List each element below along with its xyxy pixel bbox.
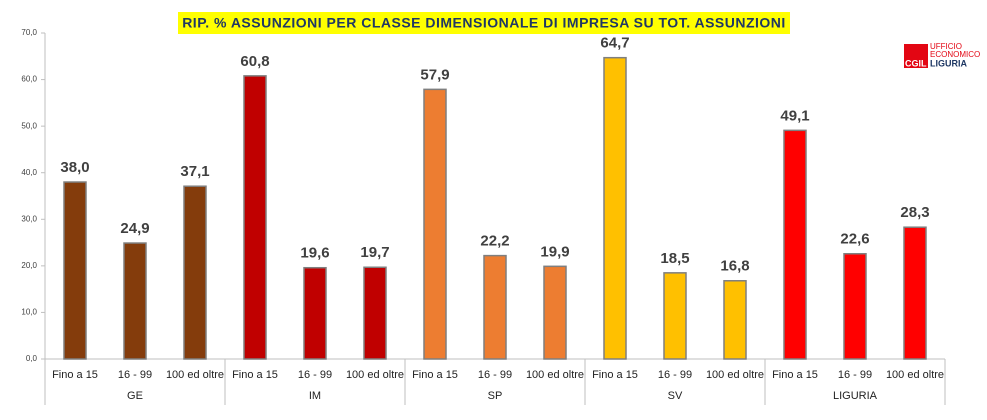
x-tick-label: Fino a 15 xyxy=(232,369,278,381)
x-tick-label: Fino a 15 xyxy=(412,369,458,381)
logo: UFFICIO ECONOMICO CGIL LIGURIA xyxy=(904,42,980,68)
data-label: 24,9 xyxy=(120,220,149,237)
x-tick-label: 100 ed oltre xyxy=(886,369,944,381)
data-label: 57,9 xyxy=(420,66,449,83)
logo-text: UFFICIO xyxy=(930,42,962,51)
data-label: 22,6 xyxy=(840,231,869,248)
bar xyxy=(303,266,327,360)
group-label: SV xyxy=(668,390,683,402)
x-tick-label: 100 ed oltre xyxy=(526,369,584,381)
bar xyxy=(783,129,807,360)
logo-text: LIGURIA xyxy=(930,58,967,68)
x-tick-label: 100 ed oltre xyxy=(706,369,764,381)
data-label: 28,3 xyxy=(900,204,929,221)
y-tick-label: 60,0 xyxy=(21,75,37,84)
logo-mark xyxy=(904,44,928,68)
logo-text: CGIL xyxy=(905,58,927,68)
bar xyxy=(663,272,687,360)
x-tick-label: 100 ed oltre xyxy=(346,369,404,381)
data-label: 19,9 xyxy=(540,243,569,260)
bar xyxy=(903,226,927,360)
bar xyxy=(723,280,747,360)
y-tick-label: 0,0 xyxy=(26,354,38,363)
bar xyxy=(243,75,267,360)
bar xyxy=(363,266,387,360)
data-label: 22,2 xyxy=(480,233,509,250)
data-label: 19,6 xyxy=(300,245,329,262)
x-tick-label: 16 - 99 xyxy=(478,369,512,381)
data-label: 16,8 xyxy=(720,258,749,275)
bar xyxy=(843,252,867,360)
x-tick-label: 16 - 99 xyxy=(658,369,692,381)
group-label: IM xyxy=(309,390,321,402)
group-label: GE xyxy=(127,390,143,402)
x-tick-label: 16 - 99 xyxy=(118,369,152,381)
bar xyxy=(63,181,87,360)
y-tick-label: 70,0 xyxy=(21,28,37,37)
bar xyxy=(603,56,627,360)
y-tick-label: 10,0 xyxy=(21,308,37,317)
data-label: 64,7 xyxy=(600,35,629,52)
x-tick-label: Fino a 15 xyxy=(592,369,638,381)
data-label: 37,1 xyxy=(180,163,209,180)
chart-title: RIP. % ASSUNZIONI PER CLASSE DIMENSIONAL… xyxy=(182,15,786,31)
x-tick-label: 100 ed oltre xyxy=(166,369,224,381)
x-tick-label: 16 - 99 xyxy=(298,369,332,381)
x-tick-label: Fino a 15 xyxy=(772,369,818,381)
y-tick-label: 30,0 xyxy=(21,214,37,223)
bar xyxy=(183,185,207,360)
data-label: 19,7 xyxy=(360,244,389,261)
data-label: 49,1 xyxy=(780,107,809,124)
data-label: 18,5 xyxy=(660,250,689,267)
data-label: 38,0 xyxy=(60,159,89,176)
data-label: 60,8 xyxy=(240,53,269,70)
y-tick-label: 20,0 xyxy=(21,261,37,270)
group-label: SP xyxy=(488,390,503,402)
y-tick-label: 40,0 xyxy=(21,168,37,177)
group-label: LIGURIA xyxy=(833,390,878,402)
bar xyxy=(423,88,447,360)
bar xyxy=(483,254,507,360)
title-background xyxy=(178,12,790,34)
x-tick-label: Fino a 15 xyxy=(52,369,98,381)
x-tick-label: 16 - 99 xyxy=(838,369,872,381)
bar xyxy=(543,265,567,360)
bar xyxy=(123,242,147,360)
y-tick-label: 50,0 xyxy=(21,121,37,130)
logo-text: ECONOMICO xyxy=(930,50,980,59)
